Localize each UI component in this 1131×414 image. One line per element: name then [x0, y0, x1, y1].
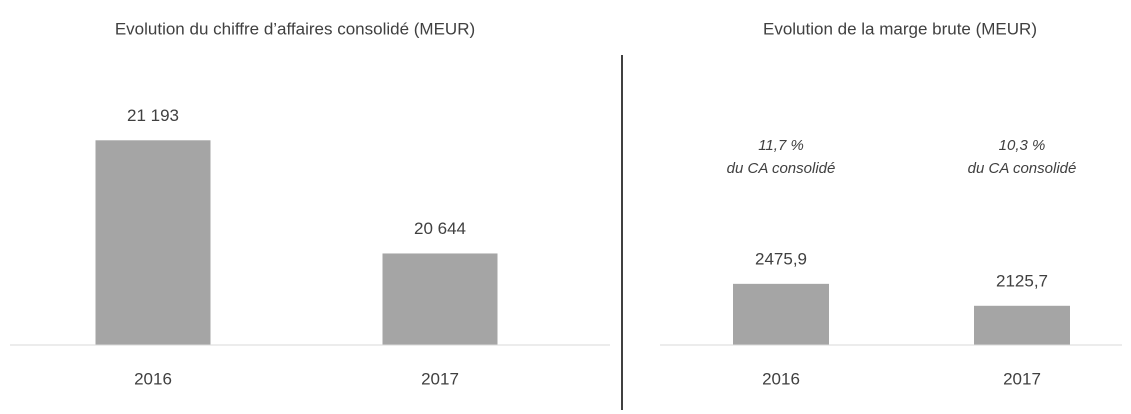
x-tick-label: 2016 — [134, 369, 172, 388]
bar — [95, 140, 211, 345]
value-label: 2125,7 — [996, 271, 1048, 290]
x-tick-label: 2017 — [1003, 369, 1041, 388]
bar — [974, 305, 1070, 345]
value-label: 20 644 — [414, 219, 466, 238]
value-label: 2475,9 — [755, 249, 807, 268]
bar — [382, 253, 498, 345]
annotation: 11,7 % — [758, 137, 804, 154]
annotation: 10,3 % — [999, 137, 1046, 154]
x-tick-label: 2017 — [421, 369, 459, 388]
value-label: 21 193 — [127, 106, 179, 125]
annotation: du CA consolidé — [968, 160, 1077, 177]
annotation: du CA consolidé — [727, 160, 836, 177]
bar — [733, 283, 829, 345]
chart-title: Evolution du chiffre d’affaires consolid… — [115, 19, 475, 38]
x-tick-label: 2016 — [762, 369, 800, 388]
chart-title: Evolution de la marge brute (MEUR) — [763, 19, 1037, 38]
